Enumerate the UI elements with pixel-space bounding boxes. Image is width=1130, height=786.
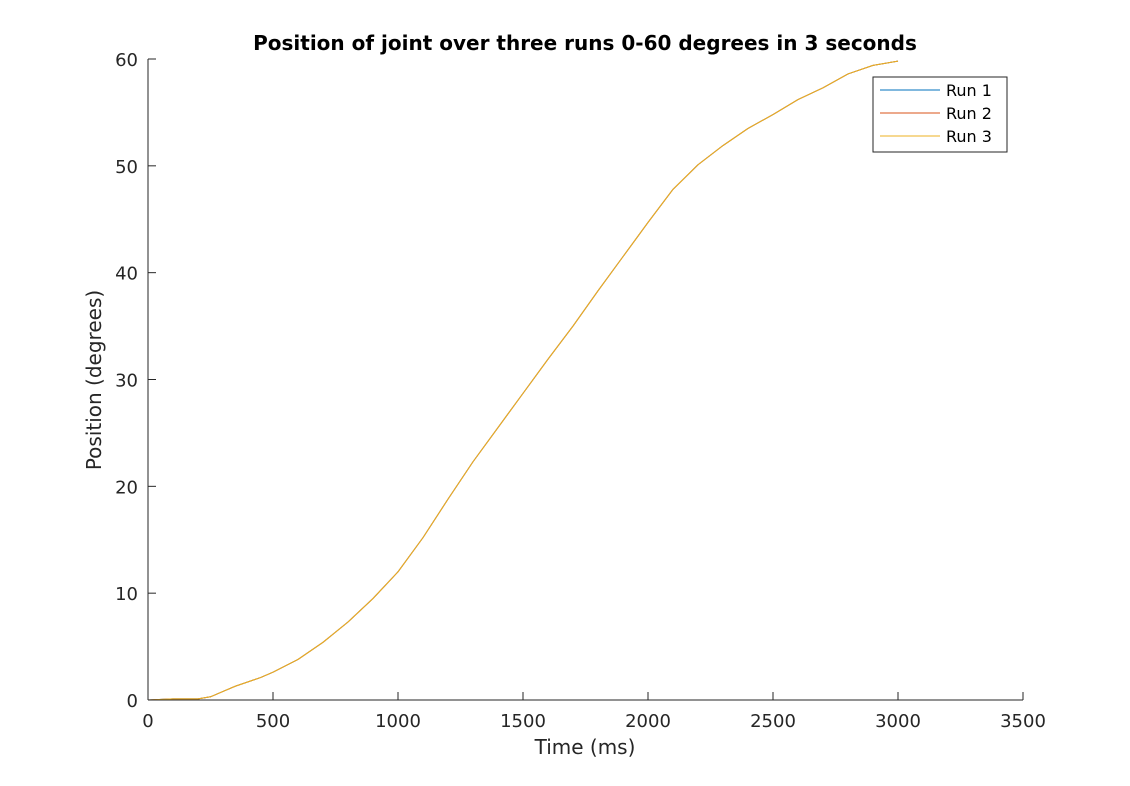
y-tick-label: 20 (115, 477, 138, 498)
legend: Run 1 Run 2 Run 3 (872, 76, 1008, 153)
y-tick-label: 10 (115, 584, 138, 605)
plot-area (148, 59, 1023, 700)
legend-label-run-2: Run 2 (946, 104, 992, 123)
axes-box (147, 59, 1023, 701)
y-tick-label: 0 (127, 691, 138, 712)
x-tick-label: 2000 (625, 711, 671, 732)
series-line-run-3 (147, 60, 899, 701)
axis-ticks: 0 500 1000 1500 2000 2500 3000 3500 0 10 20 30 40 50 6… (115, 50, 1046, 732)
y-tick-label: 60 (115, 50, 138, 71)
y-tick-label: 40 (115, 264, 138, 285)
x-tick-label: 0 (142, 711, 153, 732)
x-tick-label: 1500 (500, 711, 546, 732)
x-tick-label: 3500 (1000, 711, 1046, 732)
series-lines (147, 60, 899, 701)
y-axis-label: Position (degrees) (82, 290, 106, 470)
legend-label-run-1: Run 1 (946, 81, 992, 100)
y-tick-label: 30 (115, 371, 138, 392)
y-tick-label: 50 (115, 157, 138, 178)
x-axis-label: Time (ms) (534, 735, 636, 759)
x-tick-label: 1000 (375, 711, 421, 732)
x-tick-label: 2500 (750, 711, 796, 732)
x-tick-label: 3000 (875, 711, 921, 732)
legend-label-run-3: Run 3 (946, 127, 992, 146)
x-tick-label: 500 (256, 711, 290, 732)
chart-title: Position of joint over three runs 0-60 d… (253, 31, 917, 55)
